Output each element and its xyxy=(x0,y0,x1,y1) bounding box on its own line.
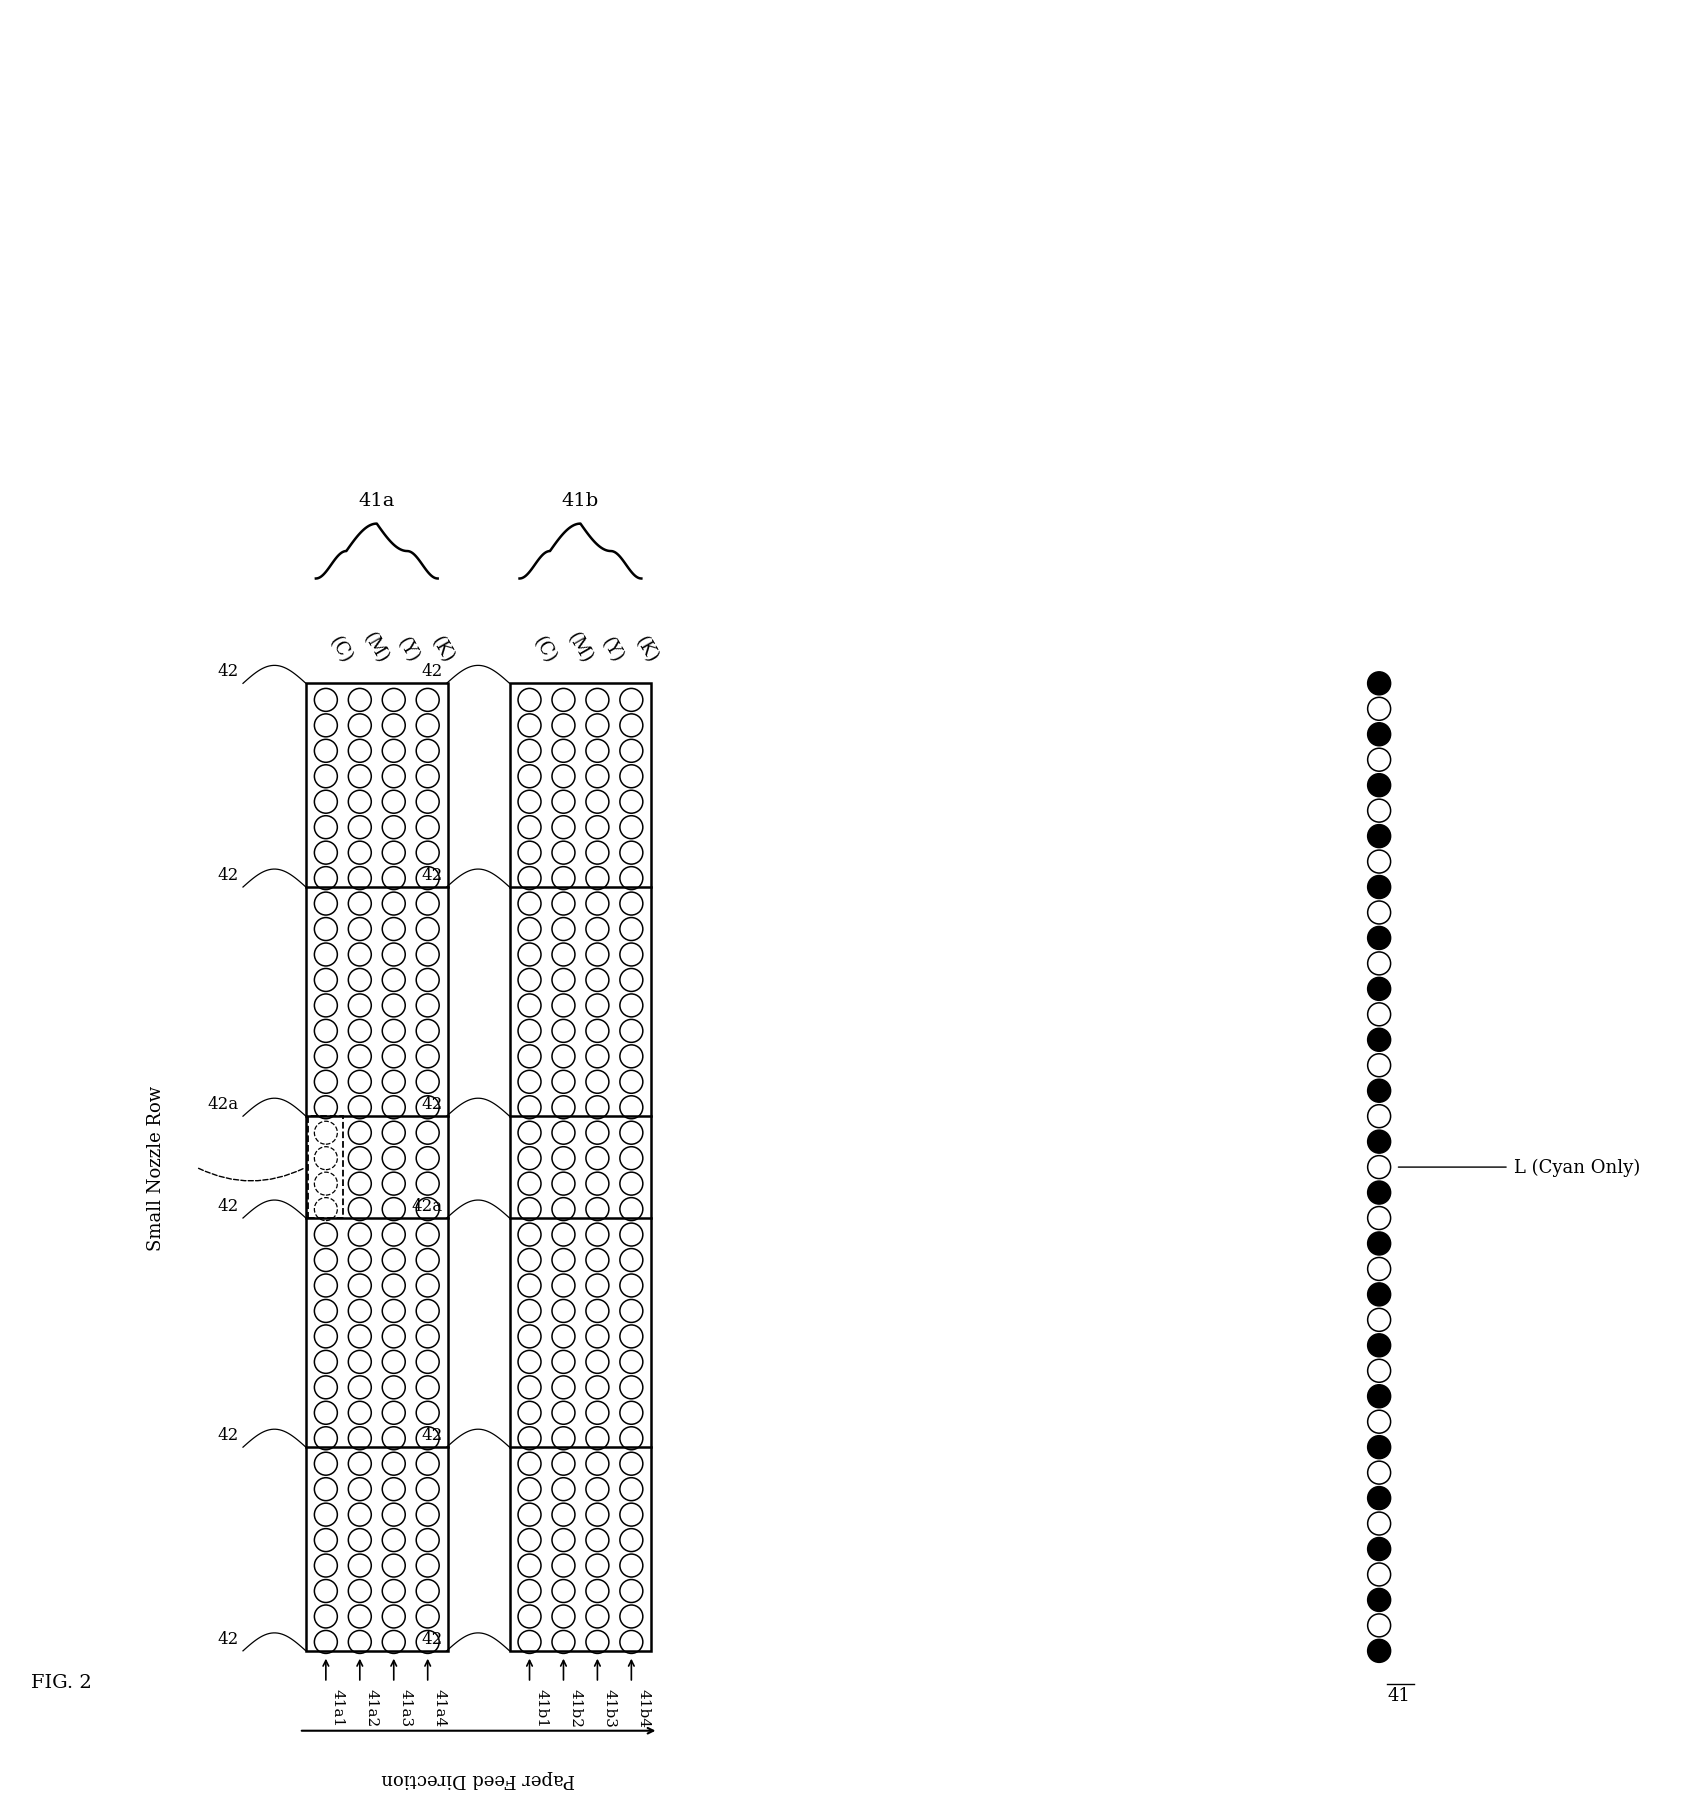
Text: (Y): (Y) xyxy=(394,634,422,667)
Text: 42a: 42a xyxy=(411,1198,442,1214)
Circle shape xyxy=(1368,1106,1391,1128)
Circle shape xyxy=(1368,1359,1391,1382)
Circle shape xyxy=(1368,1487,1391,1509)
Circle shape xyxy=(1368,773,1391,797)
Circle shape xyxy=(1368,876,1391,900)
Circle shape xyxy=(1368,1437,1391,1458)
Circle shape xyxy=(1368,1079,1391,1102)
Text: 42: 42 xyxy=(422,663,442,679)
Circle shape xyxy=(1368,826,1391,847)
Circle shape xyxy=(1368,723,1391,746)
Circle shape xyxy=(1368,748,1391,772)
Text: 42: 42 xyxy=(218,1426,240,1444)
Text: 41b1: 41b1 xyxy=(534,1688,549,1727)
Circle shape xyxy=(1368,1308,1391,1332)
Text: 42: 42 xyxy=(218,867,240,884)
Circle shape xyxy=(1368,1283,1391,1306)
Text: 42: 42 xyxy=(422,867,442,884)
Text: 42: 42 xyxy=(422,1095,442,1113)
Text: 42: 42 xyxy=(422,1630,442,1646)
Circle shape xyxy=(1368,952,1391,976)
Text: 42a: 42a xyxy=(207,1095,240,1113)
Circle shape xyxy=(1368,1563,1391,1587)
Circle shape xyxy=(1368,801,1391,822)
Text: (M): (M) xyxy=(563,629,595,667)
Text: (C): (C) xyxy=(326,632,355,667)
Text: 41a1: 41a1 xyxy=(332,1688,345,1726)
Text: (Y): (Y) xyxy=(597,634,626,667)
Bar xyxy=(306,685,447,1652)
Text: 41b2: 41b2 xyxy=(568,1688,583,1727)
Text: (M): (M) xyxy=(360,629,391,667)
Circle shape xyxy=(1368,1588,1391,1612)
Text: Small Nozzle Row: Small Nozzle Row xyxy=(148,1084,165,1250)
Circle shape xyxy=(1368,672,1391,696)
Text: 41b3: 41b3 xyxy=(602,1688,617,1727)
Text: 41a2: 41a2 xyxy=(366,1688,379,1726)
Circle shape xyxy=(1368,1028,1391,1052)
Circle shape xyxy=(1368,1512,1391,1536)
Circle shape xyxy=(1368,927,1391,950)
Circle shape xyxy=(1368,1411,1391,1433)
Circle shape xyxy=(1368,1334,1391,1357)
Text: 42: 42 xyxy=(218,1630,240,1646)
Text: 42: 42 xyxy=(218,1198,240,1214)
Text: 42: 42 xyxy=(422,1426,442,1444)
Circle shape xyxy=(1368,1182,1391,1205)
Bar xyxy=(308,1117,343,1218)
Text: 41: 41 xyxy=(1387,1686,1409,1704)
Text: (K): (K) xyxy=(631,632,661,667)
Circle shape xyxy=(1368,1614,1391,1637)
Text: Paper Feed Direction: Paper Feed Direction xyxy=(382,1769,576,1787)
Bar xyxy=(510,685,651,1652)
Text: 41a: 41a xyxy=(359,492,394,510)
Circle shape xyxy=(1368,902,1391,925)
Text: FIG. 2: FIG. 2 xyxy=(31,1673,92,1691)
Text: (K): (K) xyxy=(428,632,457,667)
Text: (C): (C) xyxy=(529,632,559,667)
Circle shape xyxy=(1368,978,1391,1001)
Text: 41b4: 41b4 xyxy=(636,1688,651,1727)
Circle shape xyxy=(1368,1258,1391,1281)
Circle shape xyxy=(1368,1131,1391,1153)
Text: 42: 42 xyxy=(218,663,240,679)
Circle shape xyxy=(1368,1156,1391,1178)
Circle shape xyxy=(1368,1053,1391,1077)
Circle shape xyxy=(1368,1207,1391,1231)
Text: 41a4: 41a4 xyxy=(434,1688,447,1726)
Text: 41a3: 41a3 xyxy=(400,1688,413,1726)
Circle shape xyxy=(1368,1232,1391,1256)
Circle shape xyxy=(1368,698,1391,721)
Text: L (Cyan Only): L (Cyan Only) xyxy=(1515,1158,1640,1176)
Circle shape xyxy=(1368,1462,1391,1484)
Circle shape xyxy=(1368,1538,1391,1561)
Circle shape xyxy=(1368,1384,1391,1408)
Circle shape xyxy=(1368,851,1391,873)
Circle shape xyxy=(1368,1003,1391,1026)
Circle shape xyxy=(1368,1639,1391,1662)
Text: 41b: 41b xyxy=(561,492,598,510)
